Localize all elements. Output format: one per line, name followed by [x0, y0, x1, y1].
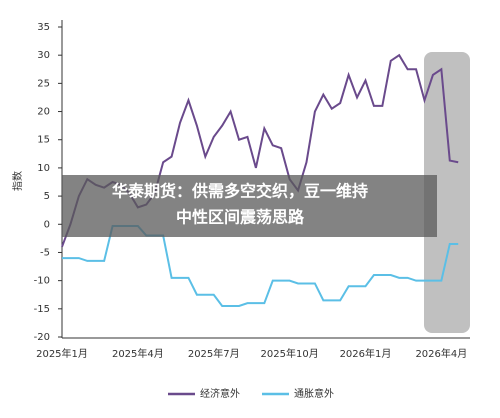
plot: -20 -15 -10 -5 0 5 10 15 20 25 30 35 2025年1月 2025年4月 2… — [34, 22, 468, 360]
y-tick-label: 10 — [37, 163, 50, 174]
highlight-region — [424, 52, 470, 333]
x-tick-label: 2026年4月 — [415, 347, 467, 360]
y-tick-label: 0 — [44, 219, 50, 230]
y-tick-label: 35 — [37, 22, 50, 33]
y-tick-label: 15 — [37, 135, 50, 146]
y-tick-label: -5 — [40, 247, 50, 258]
x-tick-label: 2025年1月 — [36, 347, 88, 360]
y-tick-label: 5 — [44, 191, 50, 202]
y-axis-label: 指数 — [11, 171, 24, 191]
y-tick-label: -10 — [34, 276, 50, 287]
legend-label: 通胀意外 — [294, 387, 334, 400]
series-line — [62, 224, 459, 307]
x-tick-label: 2025年7月 — [188, 347, 240, 360]
y-tick-label: -15 — [34, 304, 50, 315]
x-tick-label: 2026年1月 — [340, 347, 392, 360]
banner-title: 中性区间震荡思路 — [176, 208, 305, 227]
banner-title: 华泰期货：供需多空交织，豆一维持 — [112, 182, 368, 201]
x-tick-label: 2025年4月 — [112, 347, 164, 360]
title-banner — [62, 175, 437, 237]
legend-label: 经济意外 — [200, 387, 240, 400]
y-tick-label: 25 — [37, 78, 50, 89]
y-tick-label: 20 — [37, 107, 50, 118]
x-tick-label: 2025年10月 — [261, 347, 319, 360]
y-tick-label: -20 — [34, 332, 50, 343]
y-tick-label: 30 — [37, 50, 50, 61]
